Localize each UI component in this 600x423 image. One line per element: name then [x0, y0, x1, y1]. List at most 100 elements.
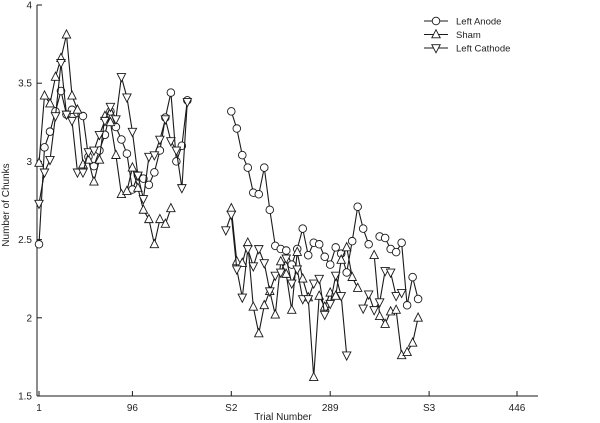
data-point	[407, 337, 418, 347]
data-point	[110, 115, 121, 125]
data-point	[50, 71, 61, 81]
series-line	[225, 214, 348, 356]
data-point	[330, 290, 341, 300]
data-point	[116, 73, 127, 83]
data-point	[83, 148, 94, 158]
data-point	[45, 97, 55, 108]
data-point	[402, 301, 412, 310]
x-tick-label: S3	[423, 403, 436, 414]
data-point	[67, 116, 77, 127]
data-point	[292, 265, 303, 276]
data-point	[154, 213, 165, 224]
data-point	[56, 59, 66, 69]
data-point	[325, 260, 335, 269]
data-point	[127, 127, 138, 138]
data-point	[39, 168, 50, 179]
data-point	[319, 301, 330, 311]
data-point	[165, 137, 176, 147]
data-point	[391, 292, 402, 302]
data-point	[331, 243, 340, 252]
x-axis-title: Trial Number	[254, 412, 312, 423]
data-point	[275, 268, 286, 279]
data-point	[121, 185, 132, 195]
data-point	[127, 161, 138, 172]
y-tick-label: 4	[26, 1, 32, 12]
data-point	[396, 288, 407, 299]
legend-label: Left Anode	[456, 17, 501, 28]
data-point	[232, 124, 242, 133]
data-point	[402, 346, 413, 357]
legend-marker	[431, 16, 441, 26]
series-layer	[34, 28, 424, 382]
data-point	[144, 180, 154, 190]
data-point	[61, 28, 72, 39]
data-point	[132, 171, 143, 182]
data-point	[121, 93, 132, 104]
data-point	[270, 308, 281, 319]
data-point	[248, 262, 259, 272]
data-point	[275, 255, 286, 266]
data-point	[281, 254, 292, 265]
data-point	[238, 150, 247, 160]
data-point	[319, 310, 330, 321]
data-point	[67, 89, 77, 100]
data-point	[259, 299, 270, 310]
data-point	[160, 218, 171, 228]
series-line	[38, 62, 188, 204]
legend-marker	[431, 28, 441, 39]
data-point	[286, 279, 297, 290]
data-point	[347, 236, 357, 246]
data-point	[105, 116, 116, 127]
data-point	[165, 202, 176, 213]
data-point	[242, 236, 253, 247]
data-point	[353, 202, 362, 212]
data-point	[303, 250, 313, 260]
data-point	[50, 112, 61, 122]
data-point	[45, 156, 55, 166]
axes: 1.5 2 2.5 3 3.5 4 1 96 S2 289 S3 446	[18, 1, 538, 414]
data-point	[380, 318, 391, 328]
data-point	[143, 152, 154, 163]
data-point	[391, 304, 402, 314]
data-point	[39, 89, 50, 100]
data-point	[110, 149, 121, 159]
series-left-anode	[34, 86, 423, 310]
data-point	[281, 246, 291, 255]
data-point	[342, 268, 351, 277]
series-line	[38, 34, 172, 245]
data-point	[243, 163, 253, 172]
data-point	[253, 327, 264, 338]
data-point	[72, 104, 83, 114]
data-point	[264, 287, 275, 297]
data-point	[314, 240, 324, 249]
data-point	[160, 115, 171, 125]
data-point	[308, 279, 319, 290]
data-point	[397, 238, 406, 247]
data-point	[242, 245, 253, 255]
data-point	[358, 304, 369, 315]
data-point	[259, 259, 270, 269]
x-tick-label: S2	[225, 403, 238, 414]
data-point	[413, 312, 424, 322]
data-point	[336, 292, 347, 302]
data-point	[413, 294, 423, 304]
series-left-cathode	[34, 59, 407, 362]
legend-label: Sham	[456, 30, 481, 41]
data-point	[34, 240, 44, 249]
data-point	[408, 272, 417, 282]
data-point	[358, 224, 368, 233]
data-point	[227, 107, 236, 116]
data-point	[374, 298, 385, 308]
data-point	[364, 240, 373, 249]
legend-marker	[431, 44, 441, 54]
data-point	[254, 189, 264, 199]
data-point	[143, 213, 154, 224]
data-point	[99, 116, 110, 127]
y-tick-label: 2.5	[18, 235, 32, 246]
y-tick-label: 3	[26, 157, 32, 168]
data-point	[150, 168, 159, 177]
data-point	[308, 371, 319, 382]
data-point	[369, 306, 380, 316]
data-point	[314, 274, 325, 285]
